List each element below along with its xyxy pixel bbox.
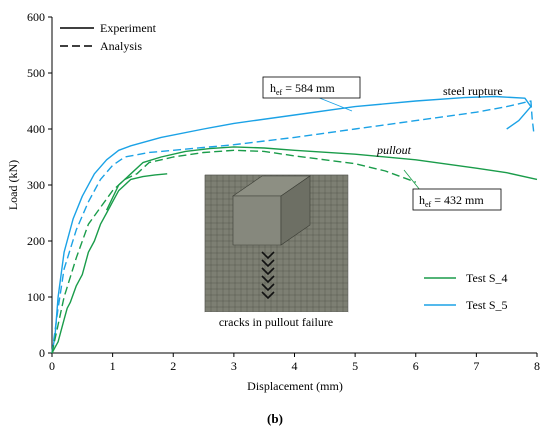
y-tick-label: 400 — [27, 122, 45, 136]
crack-mark — [261, 251, 275, 260]
x-tick-label: 6 — [413, 359, 419, 373]
x-tick-label: 7 — [473, 359, 479, 373]
hef-432-annotation: hef = 432 mm — [403, 169, 502, 211]
legend-analysis-label: Analysis — [100, 39, 142, 53]
y-tick-label: 500 — [27, 66, 45, 80]
style-legend: Experiment Analysis — [60, 21, 157, 53]
legend-test-s5-label: Test S_5 — [466, 298, 508, 312]
hef-432-leader — [403, 169, 421, 191]
x-tick-label: 5 — [352, 359, 358, 373]
y-tick-label: 0 — [39, 346, 45, 360]
y-ticks: 0 100 200 300 400 500 600 — [27, 10, 52, 360]
crack-mark — [261, 267, 275, 276]
crack-marks — [261, 251, 275, 300]
hef-584-annotation: hef = 584 mm — [262, 76, 361, 112]
crack-mark — [261, 283, 275, 292]
inset-cube-side — [280, 175, 311, 246]
x-tick-label: 1 — [110, 359, 116, 373]
y-tick-label: 300 — [27, 178, 45, 192]
crack-mark — [261, 275, 275, 284]
hef-584-text: hef = 584 mm — [270, 81, 335, 97]
steel-rupture-label: steel rupture — [443, 84, 503, 98]
series-test-s-5-analysis-line-1 — [51, 100, 535, 354]
x-tick-label: 0 — [49, 359, 55, 373]
inset-mesh-image — [204, 174, 349, 313]
series-test-s-4-experiment-line-3 — [105, 146, 538, 211]
x-tick-label: 8 — [534, 359, 540, 373]
series-test-s-4-analysis-line-4 — [51, 149, 417, 354]
panel-label: (b) — [267, 411, 283, 426]
x-tick-label: 4 — [292, 359, 298, 373]
series-test-s-4-experiment-line-2 — [51, 173, 168, 354]
y-axis-title: Load (kN) — [6, 160, 20, 210]
y-tick-label: 600 — [27, 10, 45, 24]
hef-432-text: hef = 432 mm — [419, 193, 484, 209]
inset-caption: cracks in pullout failure — [219, 315, 333, 329]
hef-584-box — [262, 76, 361, 99]
x-tick-label: 3 — [231, 359, 237, 373]
inset-caption-box — [205, 312, 348, 332]
series-test-s-5-experiment-line-0 — [51, 95, 532, 354]
x-ticks: 0 1 2 3 4 5 6 7 8 — [49, 353, 540, 373]
y-tick-label: 200 — [27, 234, 45, 248]
crack-mark — [261, 259, 275, 268]
pullout-label: pullout — [376, 143, 412, 157]
legend-test-s4-label: Test S_4 — [466, 271, 508, 285]
y-tick-label: 100 — [27, 290, 45, 304]
x-axis-title: Displacement (mm) — [247, 379, 343, 393]
hef-432-box — [412, 188, 502, 211]
x-tick-label: 2 — [170, 359, 176, 373]
crack-mark — [261, 291, 275, 300]
color-legend: Test S_4 Test S_5 — [424, 271, 508, 312]
inset-cube-front — [232, 195, 282, 246]
series-group — [51, 95, 538, 354]
legend-experiment-label: Experiment — [100, 21, 157, 35]
